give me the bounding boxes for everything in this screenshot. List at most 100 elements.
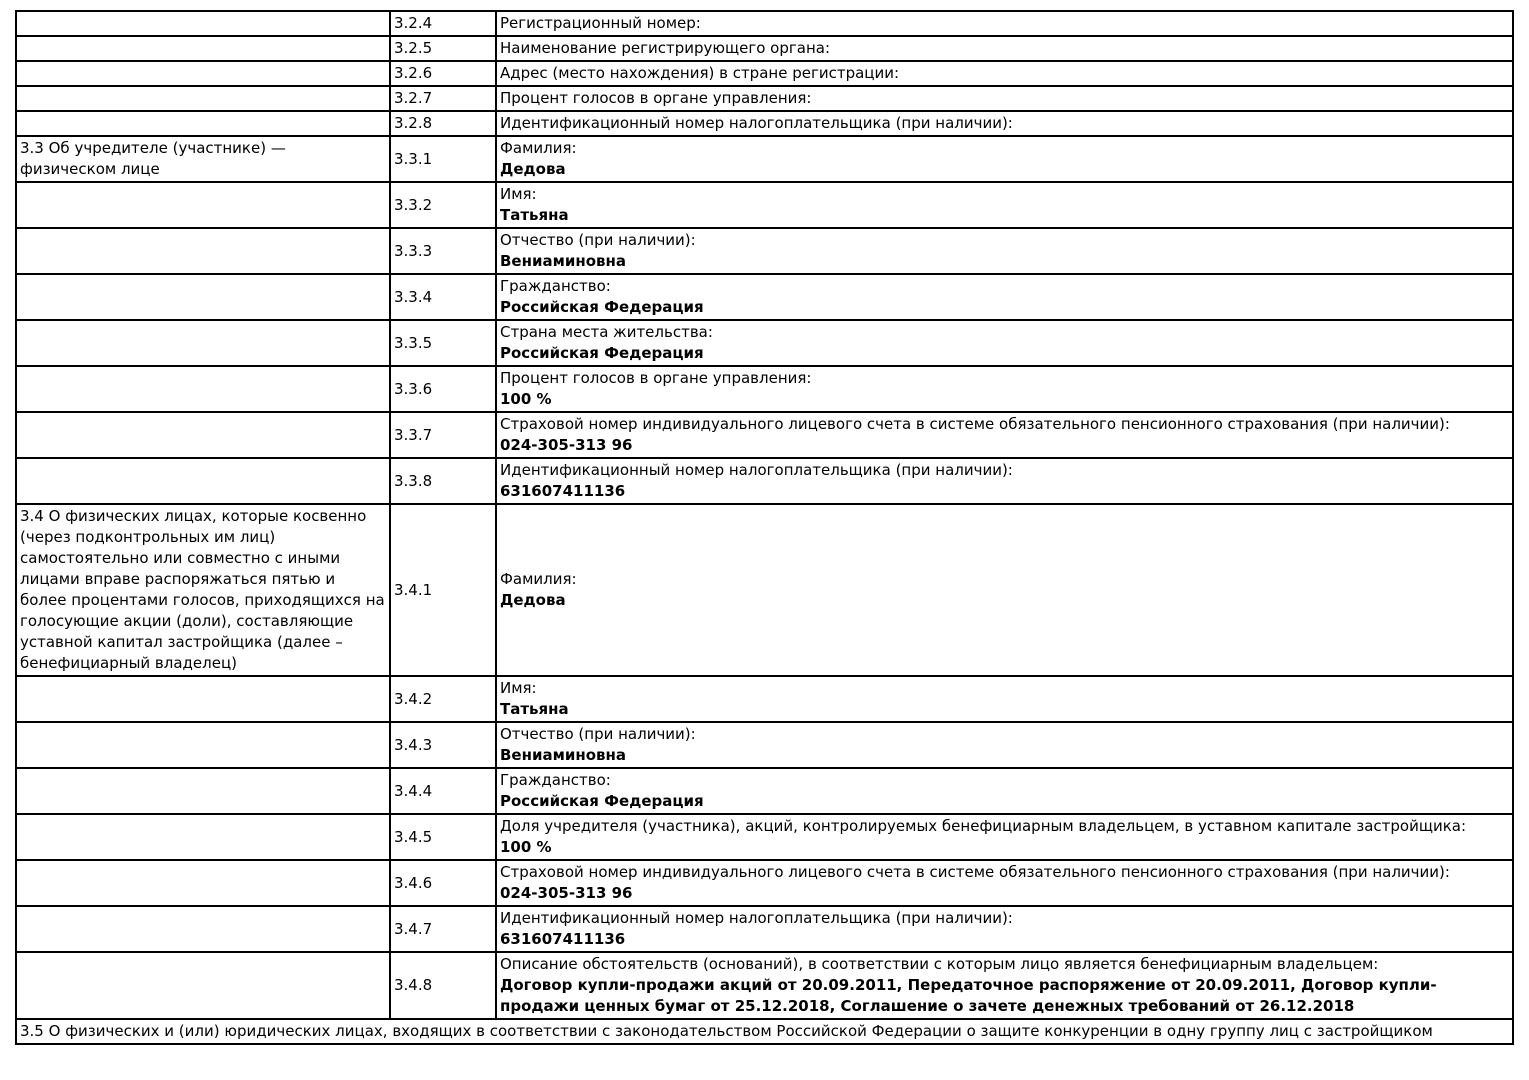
item-number-cell: 3.3.5 bbox=[389, 319, 497, 367]
field-cell: Процент голосов в органе управления: bbox=[495, 85, 1514, 112]
field-cell: Отчество (при наличии): Вениаминовна bbox=[495, 721, 1514, 769]
item-number-cell: 3.4.5 bbox=[389, 813, 497, 861]
field-cell: Фамилия: Дедова bbox=[495, 503, 1514, 677]
section-cell bbox=[15, 813, 391, 861]
section-cell bbox=[15, 951, 391, 1020]
field-label: Идентификационный номер налогоплательщик… bbox=[500, 461, 1013, 479]
field-cell: Страховой номер индивидуального лицевого… bbox=[495, 411, 1514, 459]
item-number-cell: 3.4.4 bbox=[389, 767, 497, 815]
field-value: Татьяна bbox=[500, 206, 569, 224]
field-label: Имя: bbox=[500, 679, 537, 697]
section-cell bbox=[15, 411, 391, 459]
item-number-cell: 3.2.4 bbox=[389, 10, 497, 37]
field-cell: Имя: Татьяна bbox=[495, 181, 1514, 229]
field-label: Страховой номер индивидуального лицевого… bbox=[500, 415, 1450, 433]
field-value: Российская Федерация bbox=[500, 344, 704, 362]
item-number-cell: 3.3.3 bbox=[389, 227, 497, 275]
section-cell bbox=[15, 110, 391, 137]
table-row: 3.4.6 Страховой номер индивидуального лиц… bbox=[15, 859, 1514, 907]
item-number-cell: 3.3.2 bbox=[389, 181, 497, 229]
field-value: 024-305-313 96 bbox=[500, 884, 633, 902]
item-number-cell: 3.2.8 bbox=[389, 110, 497, 137]
table-row: 3.2.6 Адрес (место нахождения) в стране р… bbox=[15, 60, 1514, 87]
field-cell: Процент голосов в органе управления: 100 … bbox=[495, 365, 1514, 413]
item-number-cell: 3.2.6 bbox=[389, 60, 497, 87]
field-label: Идентификационный номер налогоплательщик… bbox=[500, 909, 1013, 927]
table-row: 3.2.4 Регистрационный номер: bbox=[15, 10, 1514, 37]
field-value: Дедова bbox=[500, 591, 566, 609]
table-row: 3.3.3 Отчество (при наличии): Вениаминовна bbox=[15, 227, 1514, 275]
field-label: Имя: bbox=[500, 185, 537, 203]
field-label: Наименование регистрирующего органа: bbox=[500, 39, 830, 57]
table-row: 3.4.3 Отчество (при наличии): Вениаминовна bbox=[15, 721, 1514, 769]
item-number-cell: 3.4.2 bbox=[389, 675, 497, 723]
section-cell bbox=[15, 457, 391, 505]
section-cell bbox=[15, 675, 391, 723]
field-label: Гражданство: bbox=[500, 277, 611, 295]
field-value: Дедова bbox=[500, 160, 566, 178]
table-row: 3.3.5 Страна места жительства: Российская … bbox=[15, 319, 1514, 367]
field-value: Вениаминовна bbox=[500, 746, 627, 764]
field-cell: Доля учредителя (участника), акций, конт… bbox=[495, 813, 1514, 861]
section-cell bbox=[15, 10, 391, 37]
field-label: Доля учредителя (участника), акций, конт… bbox=[500, 817, 1467, 835]
table-row: 3.3.8 Идентификационный номер налогоплате… bbox=[15, 457, 1514, 505]
field-cell: Наименование регистрирующего органа: bbox=[495, 35, 1514, 62]
field-cell: Гражданство: Российская Федерация bbox=[495, 767, 1514, 815]
field-value: Российская Федерация bbox=[500, 792, 704, 810]
group-row-text: 3.5 О физических и (или) юридических лиц… bbox=[15, 1018, 1514, 1045]
field-cell: Адрес (место нахождения) в стране регист… bbox=[495, 60, 1514, 87]
field-cell: Гражданство: Российская Федерация bbox=[495, 273, 1514, 321]
field-value: 100 % bbox=[500, 838, 552, 856]
item-number-cell: 3.3.6 bbox=[389, 365, 497, 413]
section-cell bbox=[15, 181, 391, 229]
section-cell bbox=[15, 319, 391, 367]
section-cell bbox=[15, 35, 391, 62]
field-label: Страховой номер индивидуального лицевого… bbox=[500, 863, 1450, 881]
section-cell bbox=[15, 767, 391, 815]
table-row: 3.3.6 Процент голосов в органе управления… bbox=[15, 365, 1514, 413]
table-row: 3.4.7 Идентификационный номер налогоплате… bbox=[15, 905, 1514, 953]
item-number-cell: 3.2.7 bbox=[389, 85, 497, 112]
field-cell: Страховой номер индивидуального лицевого… bbox=[495, 859, 1514, 907]
section-cell: 3.3 Об учредителе (участнике) — физическ… bbox=[15, 135, 391, 183]
item-number-cell: 3.3.7 bbox=[389, 411, 497, 459]
field-value: 100 % bbox=[500, 390, 552, 408]
field-label: Отчество (при наличии): bbox=[500, 231, 696, 249]
table-row: 3.3.2 Имя: Татьяна bbox=[15, 181, 1514, 229]
field-label: Процент голосов в органе управления: bbox=[500, 89, 812, 107]
item-number-cell: 3.3.1 bbox=[389, 135, 497, 183]
field-label: Фамилия: bbox=[500, 570, 577, 588]
field-cell: Фамилия: Дедова bbox=[495, 135, 1514, 183]
table-row: 3.3.4 Гражданство: Российская Федерация bbox=[15, 273, 1514, 321]
table-row: 3.4.8 Описание обстоятельств (оснований),… bbox=[15, 951, 1514, 1020]
table-row: 3.2.8 Идентификационный номер налогоплате… bbox=[15, 110, 1514, 137]
item-number-cell: 3.3.8 bbox=[389, 457, 497, 505]
group-row: 3.5 О физических и (или) юридических лиц… bbox=[15, 1018, 1514, 1045]
field-value: 024-305-313 96 bbox=[500, 436, 633, 454]
field-label: Адрес (место нахождения) в стране регист… bbox=[500, 64, 900, 82]
section-cell bbox=[15, 905, 391, 953]
table-row: 3.3 Об учредителе (участнике) — физическ… bbox=[15, 135, 1514, 183]
section-cell: 3.4 О физических лицах, которые косвенно… bbox=[15, 503, 391, 677]
table-row: 3.2.5 Наименование регистрирующего органа… bbox=[15, 35, 1514, 62]
section-cell bbox=[15, 85, 391, 112]
field-cell: Страна места жительства: Российская Федер… bbox=[495, 319, 1514, 367]
field-cell: Регистрационный номер: bbox=[495, 10, 1514, 37]
section-cell bbox=[15, 365, 391, 413]
field-label: Отчество (при наличии): bbox=[500, 725, 696, 743]
item-number-cell: 3.4.8 bbox=[389, 951, 497, 1020]
item-number-cell: 3.4.1 bbox=[389, 503, 497, 677]
table-row: 3.4.2 Имя: Татьяна bbox=[15, 675, 1514, 723]
item-number-cell: 3.3.4 bbox=[389, 273, 497, 321]
table-row: 3.4.4 Гражданство: Российская Федерация bbox=[15, 767, 1514, 815]
field-cell: Идентификационный номер налогоплательщик… bbox=[495, 457, 1514, 505]
field-value: 631607411136 bbox=[500, 482, 626, 500]
field-label: Описание обстоятельств (оснований), в со… bbox=[500, 955, 1379, 973]
section-cell bbox=[15, 721, 391, 769]
field-cell: Описание обстоятельств (оснований), в со… bbox=[495, 951, 1514, 1020]
declaration-table-body: 3.2.4 Регистрационный номер: 3.2.5 Наименов… bbox=[15, 10, 1514, 1020]
section-cell bbox=[15, 859, 391, 907]
field-cell: Идентификационный номер налогоплательщик… bbox=[495, 905, 1514, 953]
